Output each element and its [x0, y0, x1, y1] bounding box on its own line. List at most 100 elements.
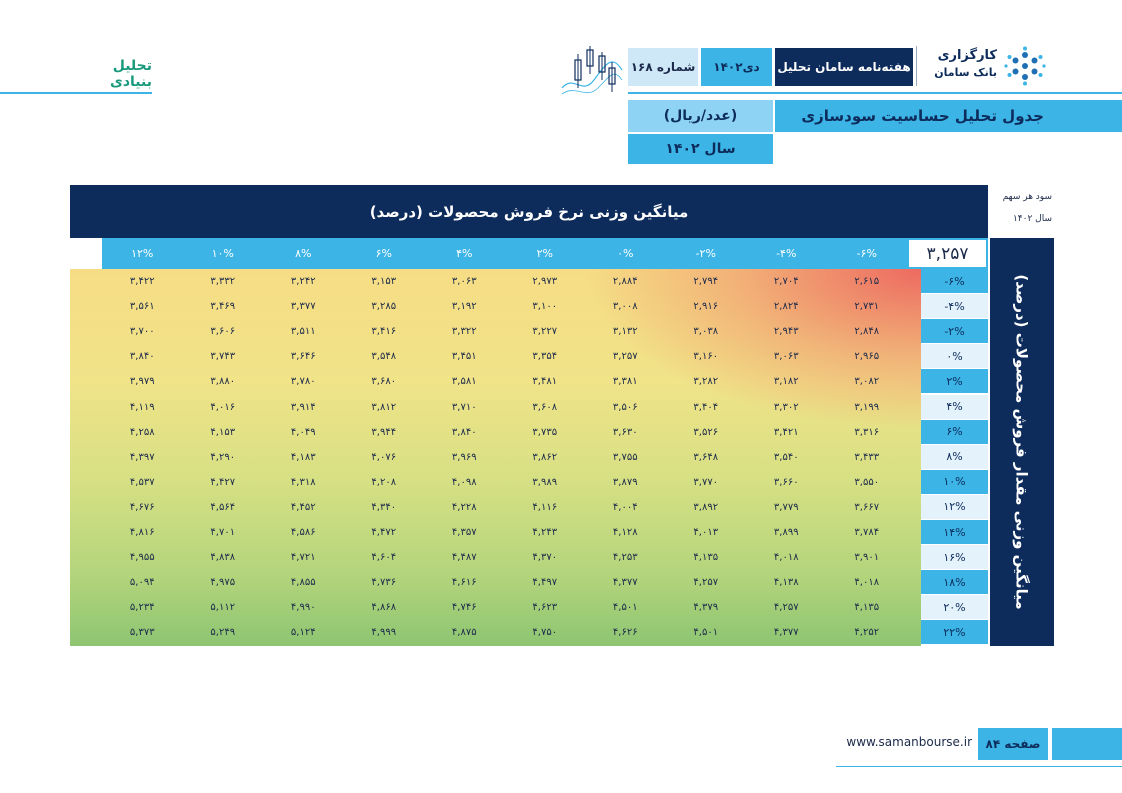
- side-axis-text: میانگین وزنی مقدار فروش محصولات (درصد): [1013, 274, 1032, 610]
- table-cell: ۳,۸۴۰: [129, 351, 155, 363]
- table-cell: ۳,۸۹۹: [773, 527, 799, 539]
- table-cell: ۳,۸۴۰: [451, 426, 477, 438]
- table-cell: ۲,۹۱۶: [693, 301, 719, 313]
- column-header: ۴%: [424, 238, 505, 269]
- table-cell: ۵,۰۹۴: [129, 577, 155, 589]
- row-header: ۶%: [921, 419, 988, 445]
- table-cell: ۴,۲۹۰: [210, 451, 236, 463]
- column-header: -۲%: [665, 238, 746, 269]
- table-cell: ۴,۶۰۴: [371, 552, 397, 564]
- table-cell: ۴,۸۵۵: [290, 577, 316, 589]
- table-cell: ۴,۷۲۱: [290, 552, 316, 564]
- table-cell: ۲,۹۶۵: [854, 351, 880, 363]
- table-cell: ۳,۹۷۹: [129, 376, 155, 388]
- column-header: ۱۲%: [102, 238, 183, 269]
- table-cell: ۳,۱۸۲: [773, 376, 799, 388]
- base-eps-value: ۳,۲۵۷: [907, 238, 988, 269]
- table-cell: ۴,۵۰۱: [612, 602, 638, 614]
- table-cell: ۴,۶۱۶: [451, 577, 477, 589]
- table-cell: ۴,۱۳۵: [854, 602, 880, 614]
- table-cell: ۳,۴۸۱: [532, 376, 558, 388]
- table-cell: ۴,۸۱۶: [129, 527, 155, 539]
- table-cell: ۴,۴۸۷: [451, 552, 477, 564]
- table-cell: ۴,۶۷۶: [129, 501, 155, 513]
- table-cell: ۴,۰۱۸: [773, 552, 799, 564]
- table-cell: ۳,۷۱۰: [451, 401, 477, 413]
- table-cell: ۴,۵۰۱: [693, 627, 719, 639]
- corner-label-year: سال ۱۴۰۲: [1012, 214, 1052, 224]
- table-cell: ۴,۱۵۳: [210, 426, 236, 438]
- table-cell: ۳,۳۱۶: [854, 426, 880, 438]
- table-cell: ۳,۱۰۰: [532, 301, 558, 313]
- table-cell: ۴,۹۷۵: [210, 577, 236, 589]
- table-cell: ۳,۱۶۰: [693, 351, 719, 363]
- website-link[interactable]: www.samanbourse.ir: [846, 735, 972, 749]
- table-cell: ۲,۸۴۸: [854, 326, 880, 338]
- table-cell: ۳,۷۸۰: [290, 376, 316, 388]
- table-cell: ۳,۴۱۶: [371, 326, 397, 338]
- table-cell: ۳,۶۰۶: [210, 326, 236, 338]
- table-cell: ۴,۸۳۸: [210, 552, 236, 564]
- table-cell: ۴,۱۲۸: [612, 527, 638, 539]
- table-cell: ۳,۴۳۳: [854, 451, 880, 463]
- year-label: سال ۱۴۰۲: [628, 134, 773, 164]
- table-cell: ۳,۵۸۱: [451, 376, 477, 388]
- row-header: ۱۴%: [921, 520, 988, 546]
- table-cell: ۲,۶۱۵: [854, 276, 880, 288]
- table-cell: ۴,۱۱۹: [129, 401, 155, 413]
- table-cell: ۳,۵۵۰: [854, 476, 880, 488]
- table-cell: ۳,۰۶۳: [451, 276, 477, 288]
- saman-logo-icon: [1004, 46, 1046, 86]
- table-cell: ۳,۳۰۲: [773, 401, 799, 413]
- table-cell: ۴,۷۵۰: [532, 627, 558, 639]
- table-cell: ۴,۲۵۷: [773, 602, 799, 614]
- table-cell: ۳,۵۴۸: [371, 351, 397, 363]
- side-axis-label: میانگین وزنی مقدار فروش محصولات (درصد): [990, 238, 1054, 646]
- table-cell: ۴,۰۹۸: [451, 476, 477, 488]
- unit-label: (عدد/ریال): [628, 100, 773, 132]
- table-cell: ۲,۹۷۳: [532, 276, 558, 288]
- table-cell: ۳,۷۳۵: [532, 426, 558, 438]
- table-cell: ۳,۵۲۶: [693, 426, 719, 438]
- table-cell: ۴,۰۷۶: [371, 451, 397, 463]
- table-top-header: میانگین وزنی نرخ فروش محصولات (درصد): [70, 185, 988, 238]
- row-header: ۴%: [921, 394, 988, 420]
- row-header: ۲%: [921, 369, 988, 395]
- table-cell: ۴,۱۳۸: [773, 577, 799, 589]
- table-cell: ۳,۶۴۸: [693, 451, 719, 463]
- table-cell: ۴,۹۵۵: [129, 552, 155, 564]
- row-header: ۱۲%: [921, 494, 988, 520]
- table-cell: ۴,۴۲۷: [210, 476, 236, 488]
- table-cell: ۴,۱۱۶: [532, 501, 558, 513]
- table-cell: ۲,۸۲۴: [773, 301, 799, 313]
- page-number: صفحه ۸۴: [978, 728, 1048, 760]
- table-cell: ۳,۱۹۲: [451, 301, 477, 313]
- footer-accent-box: [1052, 728, 1122, 760]
- table-cell: ۴,۳۷۷: [773, 627, 799, 639]
- table-cell: ۳,۶۶۷: [854, 501, 880, 513]
- table-cell: ۲,۷۳۱: [854, 301, 880, 313]
- table-cell: ۳,۱۹۹: [854, 401, 880, 413]
- table-cell: ۳,۶۴۶: [290, 351, 316, 363]
- table-cell: ۲,۷۰۴: [773, 276, 799, 288]
- table-cell: ۳,۸۶۲: [532, 451, 558, 463]
- table-cell: ۳,۴۰۴: [693, 401, 719, 413]
- table-cell: ۴,۰۴۹: [290, 426, 316, 438]
- table-cell: ۳,۶۸۰: [371, 376, 397, 388]
- column-header: -۴%: [746, 238, 827, 269]
- table-cell: ۴,۵۶۴: [210, 501, 236, 513]
- table-cell: ۳,۷۷۰: [693, 476, 719, 488]
- table-cell: ۴,۵۳۷: [129, 476, 155, 488]
- table-cell: ۴,۷۳۶: [371, 577, 397, 589]
- table-cell: ۳,۶۳۰: [612, 426, 638, 438]
- table-cell: ۲,۹۴۳: [773, 326, 799, 338]
- column-header: ۸%: [263, 238, 344, 269]
- table-cell: ۴,۳۵۷: [451, 527, 477, 539]
- table-cell: ۳,۲۸۵: [371, 301, 397, 313]
- candlestick-chart-icon: [561, 46, 623, 95]
- table-cell: ۴,۳۴۰: [371, 501, 397, 513]
- table-cell: ۳,۵۶۱: [129, 301, 155, 313]
- row-header: -۲%: [921, 319, 988, 345]
- row-header: ۰%: [921, 344, 988, 370]
- column-header: ۱۰%: [182, 238, 263, 269]
